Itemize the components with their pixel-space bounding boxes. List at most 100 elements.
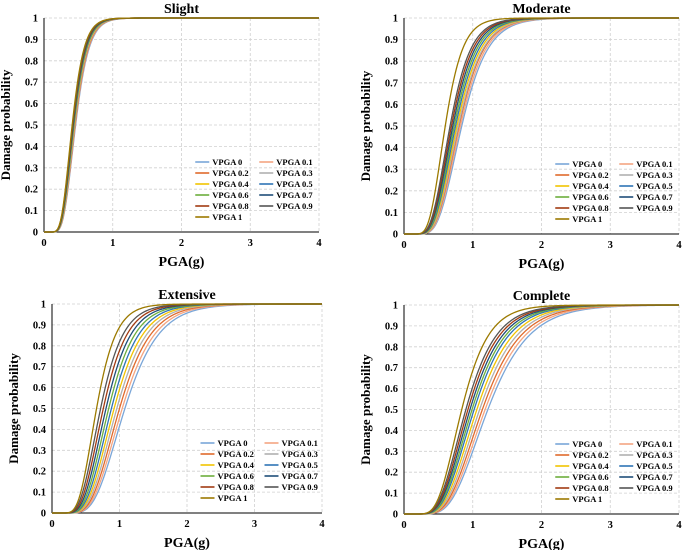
- y-tick-label: 0.2: [385, 186, 398, 197]
- y-tick-label: 0: [33, 228, 38, 239]
- legend-label: VPGA 0.2: [212, 168, 248, 178]
- y-tick-label: 0.4: [33, 425, 47, 436]
- panel-slight: 0 0.1 0.2 0.3 0.4 0.5 0.6 0.7 0.8 0.9 1 0 1 2 3 4 Slight…: [0, 2, 322, 270]
- legend-label: VPGA 0.9: [636, 203, 672, 213]
- y-tick-label: 0.3: [385, 165, 398, 176]
- y-tick-label: 0.8: [33, 341, 46, 352]
- x-tick-label: 3: [608, 240, 613, 251]
- y-tick-label: 1: [393, 301, 398, 312]
- y-tick-label: 0.4: [385, 143, 399, 154]
- x-tick-label: 4: [676, 520, 682, 531]
- y-tick-label: 0.2: [385, 468, 398, 479]
- series-line: [404, 17, 679, 235]
- legend-label: VPGA 0.6: [212, 190, 248, 200]
- chart-title: Moderate: [512, 2, 570, 17]
- legend-label: VPGA 0.7: [636, 192, 673, 202]
- legend-label: VPGA 0.6: [218, 471, 254, 481]
- x-tick-label: 2: [539, 520, 544, 531]
- legend-label: VPGA 0.1: [636, 439, 672, 449]
- y-tick-label: 0.2: [33, 467, 46, 478]
- y-axis-label: Damage probability: [358, 70, 373, 181]
- x-tick-label: 4: [316, 238, 322, 249]
- legend-label: VPGA 0.3: [276, 168, 312, 178]
- y-tick-label: 0.6: [385, 384, 398, 395]
- legend-label: VPGA 0.7: [282, 471, 319, 481]
- y-tick-label: 0.3: [385, 447, 398, 458]
- y-tick-label: 0.5: [33, 404, 46, 415]
- y-tick-label: 0.9: [385, 35, 398, 46]
- x-tick-label: 3: [252, 519, 257, 530]
- y-tick-label: 0.1: [385, 489, 398, 500]
- legend-label: VPGA 0.3: [282, 449, 318, 459]
- legend-label: VPGA 0.5: [276, 179, 312, 189]
- x-axis-label: PGA(g): [519, 257, 565, 272]
- legend-label: VPGA 0: [212, 157, 242, 167]
- x-tick-label: 2: [539, 240, 544, 251]
- legend-label: VPGA 0.1: [282, 438, 318, 448]
- legend-label: VPGA 0.8: [572, 483, 608, 493]
- y-tick-label: 0: [393, 510, 398, 521]
- legend-label: VPGA 1: [212, 212, 242, 222]
- legend-label: VPGA 0: [218, 438, 248, 448]
- legend-label: VPGA 0.6: [572, 472, 608, 482]
- y-tick-label: 0.8: [385, 342, 398, 353]
- x-tick-label: 4: [676, 240, 682, 251]
- y-axis-label: Damage probability: [0, 69, 13, 180]
- y-tick-label: 0.6: [33, 383, 46, 394]
- y-tick-label: 0.6: [385, 100, 398, 111]
- y-tick-label: 0.9: [25, 35, 38, 46]
- legend-label: VPGA 0.1: [636, 159, 672, 169]
- legend-label: VPGA 0.5: [636, 181, 672, 191]
- y-tick-label: 0.5: [385, 405, 398, 416]
- y-tick-label: 0.8: [385, 57, 398, 68]
- y-tick-label: 0.1: [33, 488, 46, 499]
- x-tick-label: 2: [184, 519, 189, 530]
- y-tick-label: 0: [41, 509, 46, 520]
- x-tick-label: 4: [319, 519, 325, 530]
- x-tick-label: 1: [110, 238, 115, 249]
- legend-label: VPGA 0.7: [276, 190, 313, 200]
- legend-label: VPGA 0.8: [212, 201, 248, 211]
- legend-label: VPGA 0.3: [636, 450, 672, 460]
- legend-label: VPGA 1: [572, 494, 602, 504]
- legend-label: VPGA 0.9: [636, 483, 672, 493]
- legend-label: VPGA 0.6: [572, 192, 608, 202]
- series-line: [52, 303, 322, 514]
- y-tick-label: 0.8: [25, 56, 38, 67]
- legend-label: VPGA 0: [572, 439, 602, 449]
- y-tick-label: 0.5: [25, 121, 38, 132]
- series-line: [44, 17, 319, 233]
- series-line: [404, 304, 679, 515]
- y-tick-label: 0.9: [385, 321, 398, 332]
- legend-label: VPGA 0.4: [572, 461, 609, 471]
- y-tick-label: 0.4: [385, 426, 399, 437]
- y-tick-label: 0.7: [25, 78, 38, 89]
- y-tick-label: 0.4: [25, 142, 39, 153]
- x-tick-label: 0: [401, 520, 406, 531]
- y-axis-label: Damage probability: [358, 354, 373, 465]
- legend-label: VPGA 0: [572, 159, 602, 169]
- x-tick-label: 3: [248, 238, 253, 249]
- y-tick-label: 0: [393, 230, 398, 241]
- x-tick-label: 0: [41, 238, 46, 249]
- legend-label: VPGA 0.5: [282, 460, 318, 470]
- legend-label: VPGA 0.4: [218, 460, 255, 470]
- legend-label: VPGA 0.1: [276, 157, 312, 167]
- legend-label: VPGA 0.9: [276, 201, 312, 211]
- y-tick-label: 0.1: [25, 206, 38, 217]
- legend-label: VPGA 0.2: [572, 170, 608, 180]
- y-tick-label: 0.3: [33, 446, 46, 457]
- y-tick-label: 0.3: [25, 163, 38, 174]
- legend-label: VPGA 0.8: [218, 482, 254, 492]
- y-axis-label: Damage probability: [6, 353, 21, 464]
- legend-label: VPGA 0.9: [282, 482, 318, 492]
- x-tick-label: 2: [179, 238, 184, 249]
- x-tick-label: 1: [470, 240, 475, 251]
- legend-label: VPGA 0.7: [636, 472, 673, 482]
- legend-label: VPGA 0.8: [572, 203, 608, 213]
- legend-label: VPGA 0.4: [572, 181, 609, 191]
- chart-title: Complete: [513, 289, 571, 304]
- y-tick-label: 0.6: [25, 99, 38, 110]
